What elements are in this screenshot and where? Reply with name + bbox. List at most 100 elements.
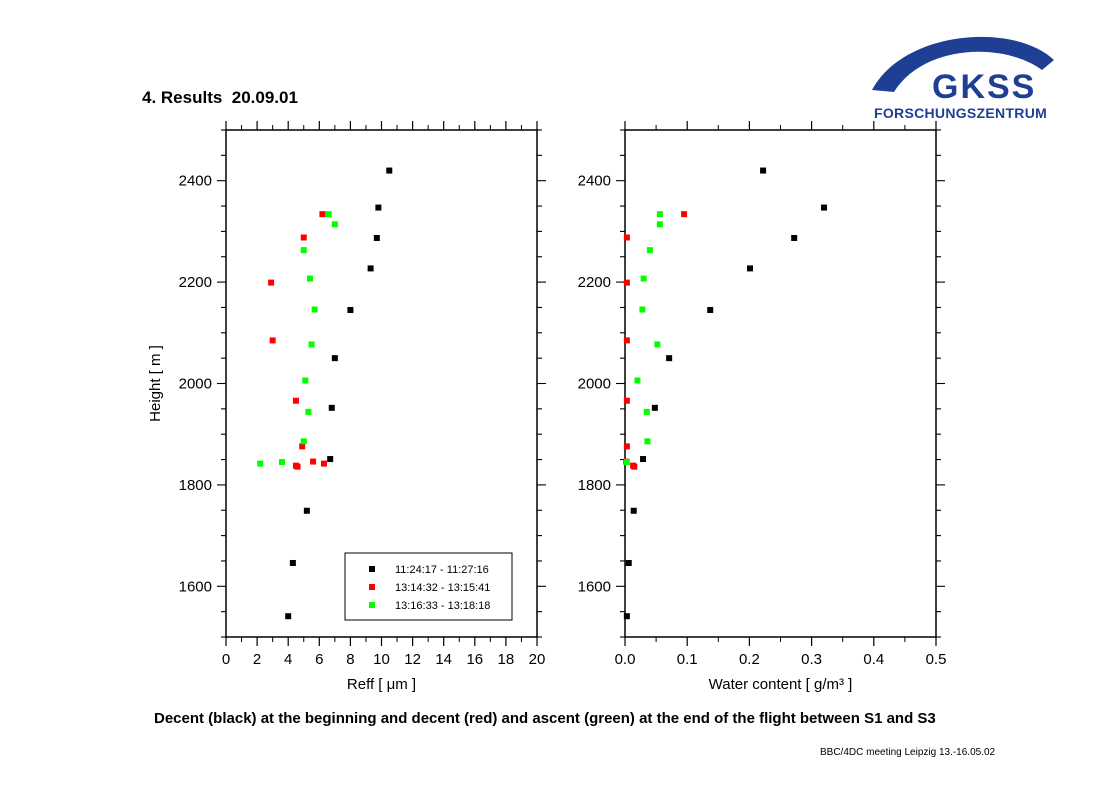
x-tick-label: 6	[315, 651, 323, 668]
legend-marker	[369, 602, 375, 608]
y-tick-label: 2400	[179, 173, 212, 190]
figure-caption: Decent (black) at the beginning and dece…	[154, 710, 936, 727]
y-tick-label: 2000	[179, 376, 212, 393]
data-point-series-1	[625, 559, 632, 566]
data-point-series-2	[292, 397, 299, 404]
x-axis-label: Water content [ g/m³ ]	[709, 676, 853, 693]
legend-marker	[369, 584, 375, 590]
data-point-series-3	[300, 247, 307, 254]
data-point-series-1	[285, 613, 292, 620]
plot-frame	[624, 129, 937, 638]
data-point-series-1	[640, 456, 647, 463]
data-point-series-3	[325, 211, 332, 218]
data-point-series-3	[311, 306, 318, 313]
x-tick-label: 0.0	[615, 651, 636, 668]
data-point-series-3	[634, 377, 641, 384]
x-tick-label: 16	[466, 651, 483, 668]
data-point-series-3	[623, 459, 630, 466]
data-point-series-2	[320, 460, 327, 467]
data-point-series-3	[305, 408, 312, 415]
data-point-series-1	[630, 507, 637, 514]
y-tick-label: 1600	[179, 578, 212, 595]
data-point-series-3	[639, 306, 646, 313]
data-point-series-3	[302, 377, 309, 384]
data-point-series-1	[367, 265, 374, 272]
data-point-series-1	[327, 456, 334, 463]
logo-subtitle: FORSCHUNGSZENTRUM	[874, 105, 1047, 121]
data-point-series-3	[308, 341, 315, 348]
y-tick-label: 1800	[179, 477, 212, 494]
data-point-series-3	[656, 211, 663, 218]
data-point-series-1	[651, 404, 658, 411]
x-tick-label: 20	[529, 651, 546, 668]
y-axis-label: Height [ m ]	[147, 345, 164, 422]
x-tick-label: 0.5	[926, 651, 947, 668]
data-point-series-1	[386, 167, 393, 174]
footer-note: BBC/4DC meeting Leipzig 13.-16.05.02	[820, 747, 996, 758]
legend-entry: 13:16:33 - 13:18:18	[395, 600, 490, 612]
logo-arc	[872, 36, 1054, 92]
data-point-series-2	[623, 397, 630, 404]
data-point-series-1	[375, 204, 382, 211]
x-tick-label: 0.1	[677, 651, 698, 668]
gkss-logo: GKSS FORSCHUNGSZENTRUM	[872, 36, 1054, 121]
data-point-series-3	[656, 221, 663, 228]
data-point-series-3	[640, 275, 647, 282]
data-point-series-1	[328, 404, 335, 411]
y-tick-label: 1600	[578, 578, 611, 595]
data-point-series-2	[623, 234, 630, 241]
data-point-series-3	[300, 438, 307, 445]
data-point-series-1	[760, 167, 767, 174]
data-point-series-3	[644, 438, 651, 445]
data-point-series-3	[306, 275, 313, 282]
data-point-series-2	[310, 458, 317, 465]
chart-1: 0 2 4 6 8 10 12 14 16 18 20 1600 1800 2000 2200 2400 Ref…	[147, 121, 546, 693]
data-point-series-1	[666, 355, 673, 362]
data-point-series-1	[791, 234, 798, 241]
data-point-series-2	[319, 211, 326, 218]
legend-entry: 13:14:32 - 13:15:41	[395, 582, 490, 594]
x-tick-label: 14	[435, 651, 452, 668]
x-tick-label: 0.4	[863, 651, 884, 668]
data-point-series-1	[821, 204, 828, 211]
x-tick-label: 2	[253, 651, 261, 668]
x-axis-label: Reff [ μm ]	[347, 676, 416, 693]
data-point-series-1	[289, 559, 296, 566]
data-point-series-3	[278, 459, 285, 466]
data-point-series-1	[373, 234, 380, 241]
x-tick-label: 0	[222, 651, 230, 668]
y-tick-label: 2200	[578, 274, 611, 291]
data-point-series-2	[300, 234, 307, 241]
data-point-series-2	[631, 463, 638, 470]
legend: 11:24:17 - 11:27:16 13:14:32 - 13:15:41 13…	[344, 552, 513, 621]
data-point-series-3	[646, 247, 653, 254]
y-tick-label: 2400	[578, 173, 611, 190]
data-point-series-1	[747, 265, 754, 272]
y-tick-label: 2200	[179, 274, 212, 291]
data-point-series-2	[299, 443, 306, 450]
y-tick-label: 2000	[578, 376, 611, 393]
x-tick-label: 12	[404, 651, 421, 668]
x-tick-label: 4	[284, 651, 292, 668]
logo-name: GKSS	[932, 68, 1036, 106]
legend-marker	[369, 566, 375, 572]
data-point-series-2	[294, 463, 301, 470]
data-point-series-1	[303, 507, 310, 514]
data-point-series-2	[623, 337, 630, 344]
data-point-series-3	[331, 221, 338, 228]
data-point-series-3	[654, 341, 661, 348]
data-point-series-2	[269, 337, 276, 344]
data-point-series-2	[681, 211, 688, 218]
x-tick-label: 0.2	[739, 651, 760, 668]
x-tick-label: 18	[498, 651, 515, 668]
data-point-series-3	[643, 408, 650, 415]
legend-entry: 11:24:17 - 11:27:16	[395, 564, 489, 576]
data-point-series-2	[623, 443, 630, 450]
slide-title: 4. Results 20.09.01	[142, 88, 298, 107]
data-point-series-2	[268, 279, 275, 286]
x-tick-label: 0.3	[801, 651, 822, 668]
data-point-series-1	[707, 306, 714, 313]
data-point-series-2	[623, 279, 630, 286]
data-point-series-3	[257, 460, 264, 467]
